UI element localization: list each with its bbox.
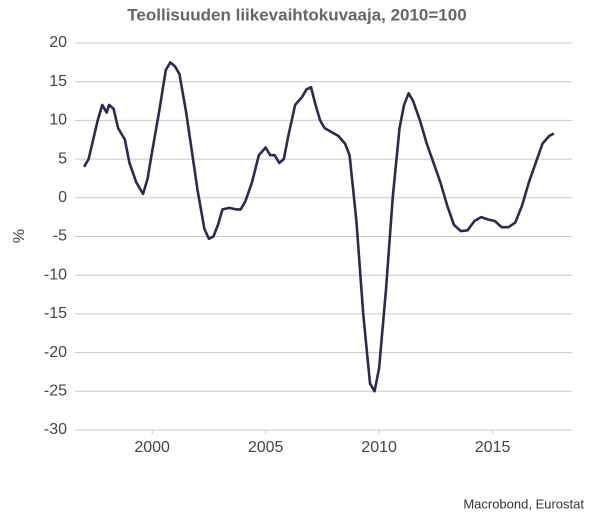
x-tick-label: 2005: [248, 439, 284, 456]
data-line: [82, 61, 555, 393]
y-tick-label: 20: [49, 34, 67, 51]
x-tick-label: 2015: [475, 439, 511, 456]
y-tick-label: -30: [44, 421, 67, 438]
source: Macrobond, Eurostat: [463, 496, 584, 511]
chart-title: Teollisuuden liikevaihtokuvaaja, 2010=10…: [127, 5, 466, 24]
y-tick-label: 10: [49, 112, 67, 129]
y-tick-label: -5: [53, 228, 67, 245]
x-tick-label: 2010: [361, 439, 397, 456]
y-tick-label: -25: [44, 383, 67, 400]
y-axis-label: %: [11, 229, 28, 243]
y-tick-label: -20: [44, 344, 67, 361]
y-tick-label: -10: [44, 266, 67, 283]
y-tick-label: 15: [49, 73, 67, 90]
x-tick-label: 2000: [134, 439, 170, 456]
y-tick-label: -15: [44, 305, 67, 322]
y-tick-label: 5: [58, 150, 67, 167]
y-tick-label: 0: [58, 189, 67, 206]
